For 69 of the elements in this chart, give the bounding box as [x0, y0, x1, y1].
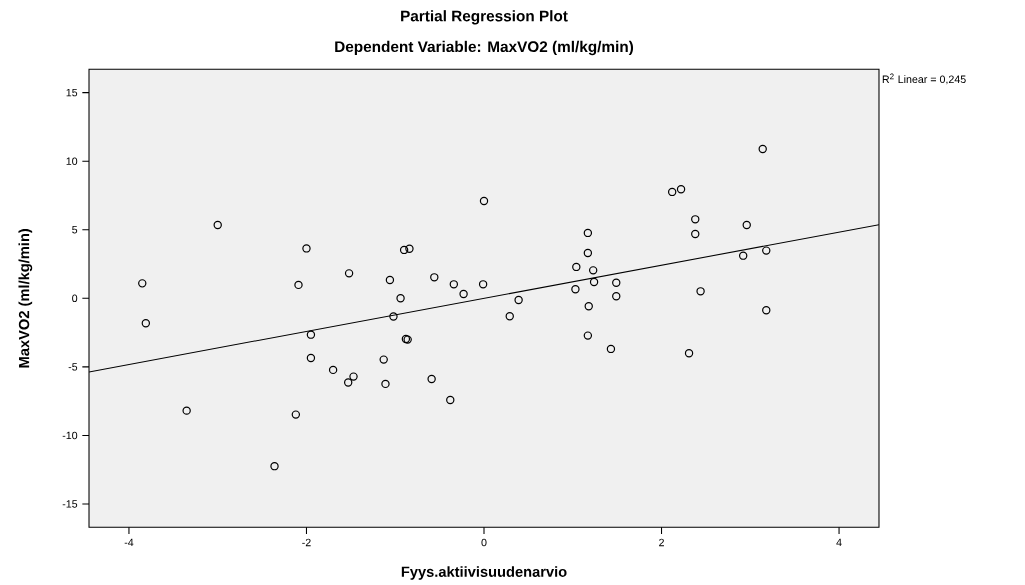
x-tick-label: -2 [302, 538, 311, 547]
point [459, 289, 468, 299]
point [606, 344, 616, 354]
point [138, 279, 147, 288]
point [449, 280, 459, 289]
point [676, 185, 686, 194]
point [328, 365, 338, 375]
point [505, 312, 514, 321]
point [478, 280, 488, 289]
point [379, 355, 388, 364]
point [294, 280, 303, 290]
x-tick-label: -4 [124, 538, 134, 547]
point [270, 461, 279, 471]
point [762, 306, 771, 315]
y-tick-label: -15 [62, 500, 78, 508]
point [738, 251, 748, 260]
point [684, 349, 694, 358]
point [696, 287, 705, 296]
point [344, 378, 353, 387]
point [572, 262, 581, 272]
point [571, 285, 580, 294]
point [479, 196, 489, 206]
text: R$^{2}$ Linear = 0,245 [882, 73, 966, 85]
point [306, 353, 316, 363]
point [588, 266, 598, 275]
point [349, 372, 358, 381]
point [691, 215, 700, 224]
point [583, 248, 593, 258]
point [405, 244, 414, 253]
point [182, 406, 191, 415]
point [667, 187, 677, 197]
point [213, 220, 222, 230]
point [306, 330, 316, 339]
point [742, 220, 751, 230]
x-tick-label: 0 [481, 538, 487, 547]
point [302, 244, 311, 253]
point [141, 319, 151, 328]
point [584, 302, 593, 311]
x-tick-label: 2 [659, 538, 664, 547]
point [589, 277, 599, 287]
point [344, 269, 354, 278]
y-tick-label: 5 [72, 226, 78, 234]
point [399, 245, 409, 255]
point [427, 374, 436, 384]
point [762, 246, 771, 255]
y-tick-label: 0 [72, 294, 78, 303]
chart-title: Partial Regression Plot [401, 10, 568, 25]
point [583, 228, 593, 238]
point [430, 273, 439, 282]
point [514, 295, 523, 305]
point [446, 395, 455, 405]
x-axis-title: Fyys.aktiivisuudenarvio [401, 566, 567, 580]
x-tick-label: 4 [836, 538, 842, 547]
y-tick-label: -10 [62, 431, 78, 440]
y-axis-title: MaxVO2 (ml/kg/min) [18, 228, 33, 368]
point [385, 275, 395, 285]
point [583, 331, 593, 340]
chart-subtitle: Dependent Variable: MaxVO2 (ml/kg/min) [335, 40, 634, 56]
point [291, 410, 301, 419]
point [691, 229, 700, 239]
point [396, 294, 405, 303]
y-tick-label: 10 [66, 157, 78, 165]
point [612, 278, 621, 287]
y-tick-label: 15 [66, 88, 78, 97]
point [389, 312, 398, 321]
point [381, 379, 390, 389]
point [612, 292, 621, 301]
point [758, 144, 767, 154]
y-tick-label: -5 [68, 363, 78, 371]
